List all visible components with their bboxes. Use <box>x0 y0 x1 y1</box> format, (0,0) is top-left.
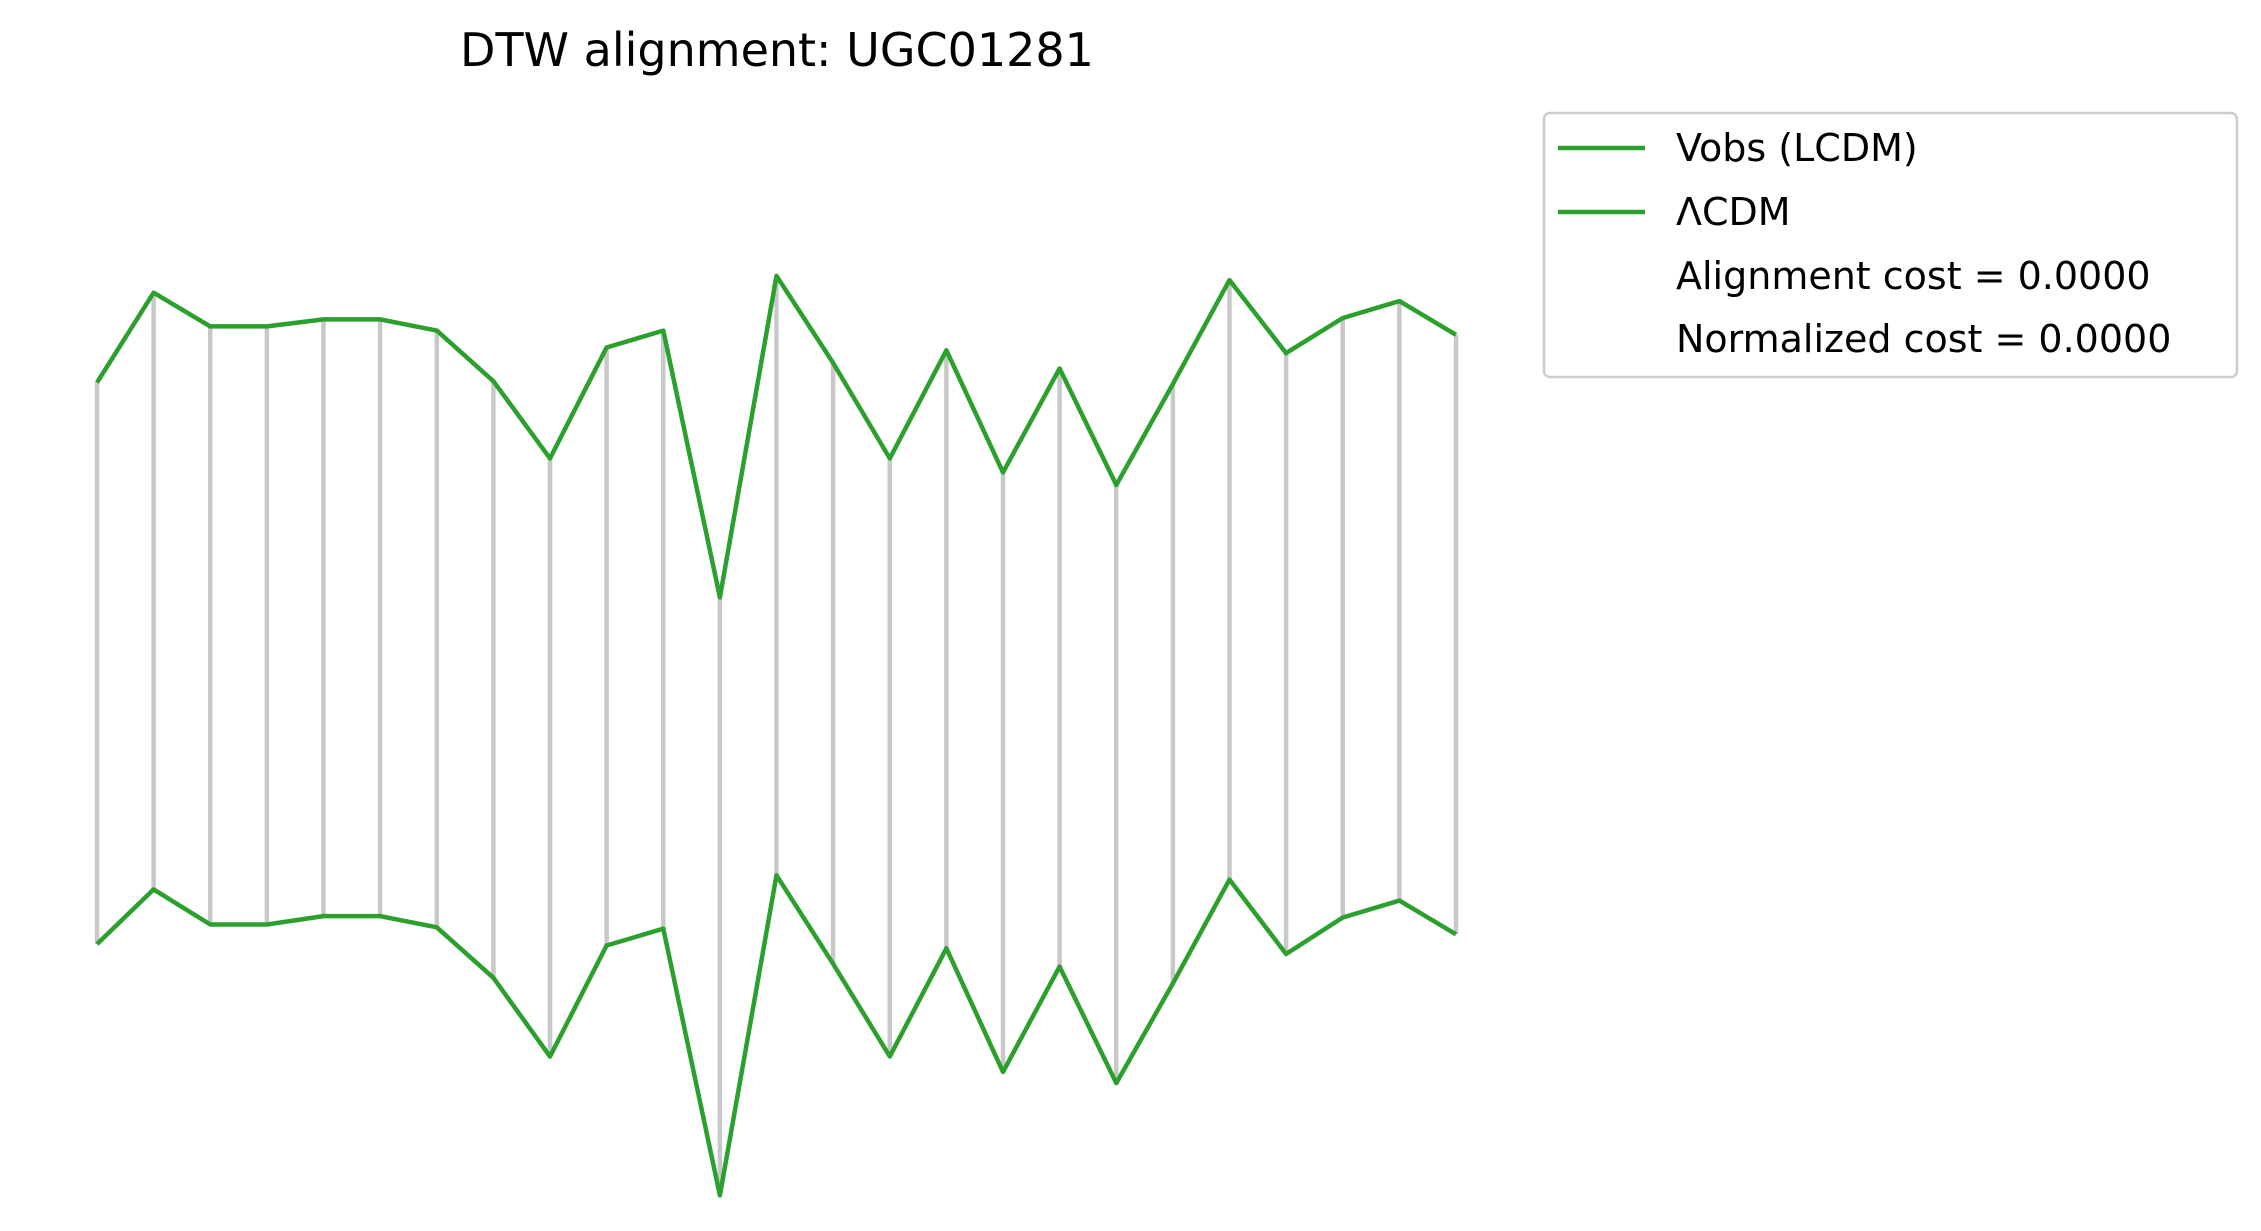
legend-label-vobs: Vobs (LCDM) <box>1676 126 1918 170</box>
legend-label-lcdm: ΛCDM <box>1676 190 1791 234</box>
chart-title: DTW alignment: UGC01281 <box>460 23 1094 77</box>
series-line-vobs <box>95 273 1458 600</box>
legend: Vobs (LCDM) ΛCDM Alignment cost = 0.0000… <box>1542 111 2239 379</box>
series-line-lcdm <box>95 873 1458 1198</box>
series-layer <box>95 273 1458 1198</box>
legend-alignment-cost: Alignment cost = 0.0000 <box>1676 254 2151 298</box>
legend-normalized-cost: Normalized cost = 0.0000 <box>1676 317 2171 361</box>
alignment-connectors <box>94 275 1459 1196</box>
legend-frame <box>1542 111 2239 379</box>
